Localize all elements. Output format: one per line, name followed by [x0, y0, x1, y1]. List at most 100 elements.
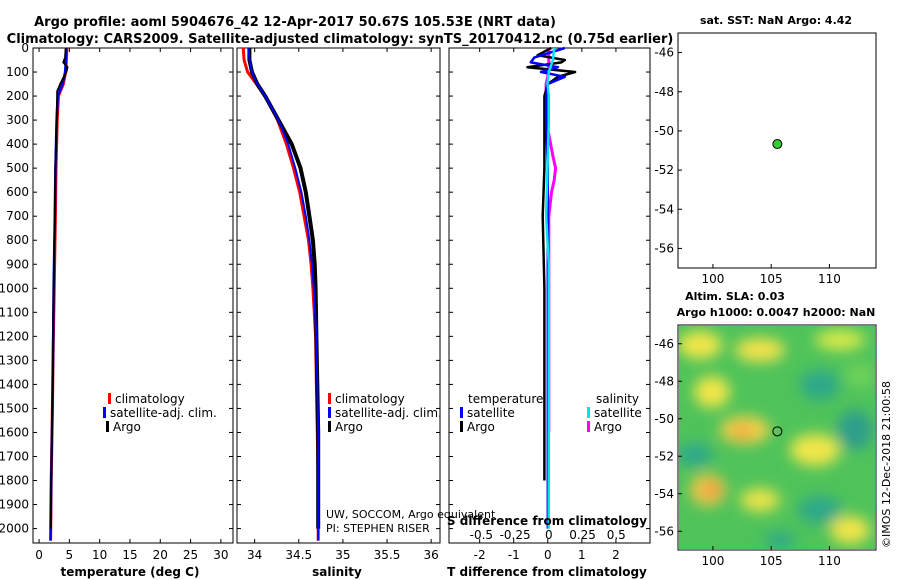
- depth-tick-label: 500: [6, 161, 29, 175]
- map-y-tick-label: -56: [654, 524, 674, 538]
- x-tick-label: 10: [92, 548, 107, 562]
- x-tick-label: 0: [35, 548, 43, 562]
- sla-map-title-line2: Argo h1000: 0.0047 h2000: NaN: [677, 306, 876, 319]
- x-tick-label: -1: [508, 548, 520, 562]
- s-diff-tick-label: 0: [545, 528, 553, 542]
- legend-swatch-s-satellite: [587, 407, 590, 418]
- map-x-tick-label: 110: [818, 554, 841, 568]
- depth-tick-label: 1100: [0, 305, 29, 319]
- imos-watermark: ©IMOS 12-Dec-2018 21:00:58: [880, 381, 893, 548]
- legend-label-s-satellite: satellite: [594, 406, 642, 420]
- map-y-tick-label: -54: [654, 487, 674, 501]
- s-diff-tick-label: -0.5: [470, 528, 493, 542]
- depth-tick-label: 1400: [0, 377, 29, 391]
- legend-swatch-t-satellite: [460, 407, 463, 418]
- depth-tick-label: 1500: [0, 401, 29, 415]
- series-line-satellite: [247, 47, 320, 541]
- s-diff-tick-label: -0.25: [500, 528, 531, 542]
- x-tick-label: 35.5: [374, 548, 401, 562]
- salinity-axes: [236, 47, 441, 544]
- map-x-tick-label: 100: [701, 272, 724, 286]
- x-tick-label: 2: [612, 548, 620, 562]
- float-position-marker: [772, 139, 783, 150]
- legend-title-temperature: temperature: [468, 392, 543, 406]
- float-position-marker: [772, 426, 783, 437]
- legend-swatch-argo: [106, 421, 109, 432]
- x-tick-label: 34.5: [285, 548, 312, 562]
- figure-title-line2: Climatology: CARS2009. Satellite-adjuste…: [7, 32, 674, 47]
- salinity-xlabel: salinity: [312, 565, 362, 579]
- difference-s-xlabel: S difference from climatology: [447, 514, 647, 528]
- sst-map-title: sat. SST: NaN Argo: 4.42: [700, 14, 852, 27]
- s-diff-tick-label: 0.5: [607, 528, 626, 542]
- depth-tick-label: 1900: [0, 498, 29, 512]
- legend-swatch-argo: [328, 421, 331, 432]
- map-y-tick-label: -52: [654, 163, 674, 177]
- depth-tick-label: 900: [6, 257, 29, 271]
- depth-tick-label: 1200: [0, 329, 29, 343]
- depth-tick-label: 2000: [0, 522, 29, 536]
- series-line-argo: [247, 48, 321, 529]
- map-y-tick-label: -46: [654, 46, 674, 60]
- map-y-tick-label: -56: [654, 241, 674, 255]
- x-tick-label: 36: [424, 548, 439, 562]
- series-line-t-argo: [526, 46, 577, 481]
- legend-label-climatology: climatology: [335, 392, 405, 406]
- legend-label-satellite: satellite-adj. clim.: [110, 406, 217, 420]
- map-y-tick-label: -52: [654, 449, 674, 463]
- map-y-tick-label: -54: [654, 202, 674, 216]
- legend-label-climatology: climatology: [115, 392, 185, 406]
- depth-tick-label: 1300: [0, 353, 29, 367]
- x-tick-label: 0: [544, 548, 552, 562]
- temperature-xlabel: temperature (deg C): [61, 565, 200, 579]
- legend-label-argo: Argo: [113, 420, 141, 434]
- x-tick-label: 1: [578, 548, 586, 562]
- x-tick-label: 15: [122, 548, 137, 562]
- series-line-argo: [49, 47, 69, 529]
- depth-tick-label: 600: [6, 185, 29, 199]
- legend-label-t-argo: Argo: [467, 420, 495, 434]
- depth-tick-label: 700: [6, 209, 29, 223]
- temperature-axes: [32, 47, 234, 544]
- depth-tick-label: 1000: [0, 281, 29, 295]
- map-x-tick-label: 105: [760, 272, 783, 286]
- x-tick-label: 35: [335, 548, 350, 562]
- x-tick-label: -2: [474, 548, 486, 562]
- temperature-legend: climatology satellite-adj. clim. Argo: [103, 392, 217, 434]
- salinity-annotation-line1: UW, SOCCOM, Argo equivalent: [326, 508, 496, 521]
- sla-heatmap: [679, 326, 875, 549]
- depth-tick-label: 800: [6, 233, 29, 247]
- x-tick-label: 20: [153, 548, 168, 562]
- difference-legend: temperature salinity satellite Argo sate…: [460, 392, 642, 434]
- depth-tick-label: 1700: [0, 449, 29, 463]
- map-x-tick-label: 100: [701, 554, 724, 568]
- legend-label-argo: Argo: [335, 420, 363, 434]
- legend-title-salinity: salinity: [596, 392, 639, 406]
- salinity-annotation-line2: PI: STEPHEN RISER: [326, 522, 430, 535]
- map-y-tick-label: -50: [654, 124, 674, 138]
- map-x-tick-label: 105: [760, 554, 783, 568]
- x-tick-label: 5: [66, 548, 74, 562]
- depth-tick-label: 400: [6, 137, 29, 151]
- depth-tick-label: 1800: [0, 474, 29, 488]
- legend-swatch-satellite: [328, 407, 331, 418]
- legend-label-t-satellite: satellite: [467, 406, 515, 420]
- map-y-tick-label: -50: [654, 412, 674, 426]
- legend-swatch-satellite: [103, 407, 106, 418]
- legend-swatch-climatology: [328, 393, 331, 404]
- legend-swatch-t-argo: [460, 421, 463, 432]
- map-x-tick-label: 110: [818, 272, 841, 286]
- map-y-tick-label: -48: [654, 85, 674, 99]
- figure-title-line1: Argo profile: aoml 5904676_42 12-Apr-201…: [34, 15, 556, 30]
- map-y-tick-label: -48: [654, 374, 674, 388]
- legend-swatch-s-argo: [587, 421, 590, 432]
- x-tick-label: 25: [183, 548, 198, 562]
- sla-map-title-line1: Altim. SLA: 0.03: [685, 290, 785, 303]
- salinity-legend: climatology satellite-adj. clim. Argo: [328, 392, 442, 434]
- map-y-tick-label: -46: [654, 337, 674, 351]
- legend-label-s-argo: Argo: [594, 420, 622, 434]
- legend-label-satellite: satellite-adj. clim.: [335, 406, 442, 420]
- x-tick-label: 34: [247, 548, 262, 562]
- depth-tick-label: 200: [6, 89, 29, 103]
